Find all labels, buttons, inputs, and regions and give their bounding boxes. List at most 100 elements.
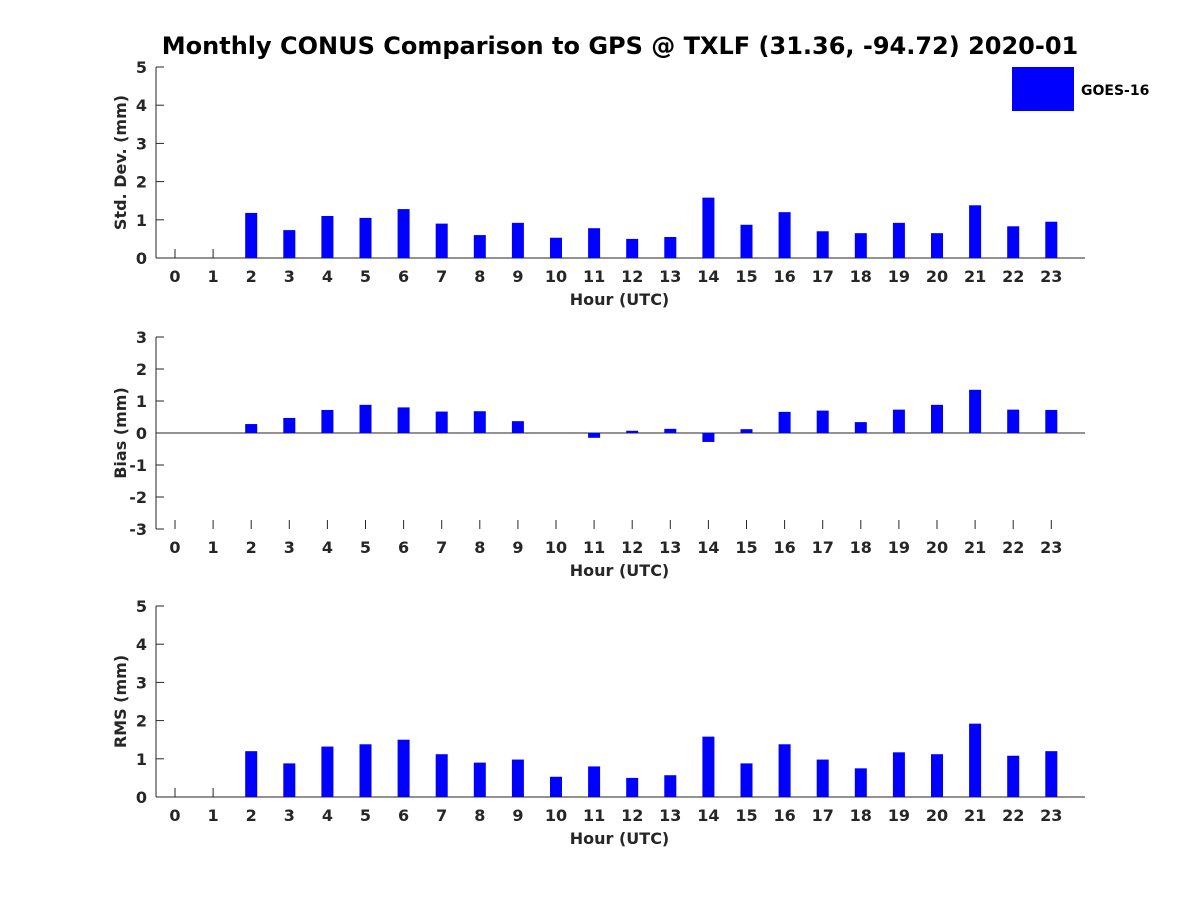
x-tick-label: 12: [621, 538, 643, 557]
bar: [511, 759, 524, 797]
x-tick-label: 11: [583, 538, 605, 557]
bar: [931, 404, 943, 433]
bar: [550, 776, 562, 797]
x-tick-label: 8: [474, 806, 485, 825]
x-tick-label: 14: [697, 806, 719, 825]
bar: [397, 739, 410, 797]
x-tick-label: 7: [436, 267, 447, 286]
x-tick-label: 4: [322, 267, 333, 286]
y-tick-label: 5: [136, 58, 147, 77]
x-tick-label: 1: [208, 538, 219, 557]
x-tick-label: 13: [659, 806, 681, 825]
bar: [892, 222, 905, 258]
x-tick-label: 14: [697, 267, 719, 286]
bar: [854, 768, 867, 797]
bar: [511, 421, 524, 433]
x-tick-label: 13: [659, 538, 681, 557]
x-tick-label: 23: [1040, 267, 1062, 286]
x-tick-label: 8: [474, 267, 485, 286]
bar: [359, 217, 372, 258]
bar: [626, 430, 639, 433]
x-tick-label: 4: [322, 806, 333, 825]
bar: [245, 751, 258, 797]
y-tick-label: -2: [129, 488, 147, 507]
x-tick-label: 6: [398, 267, 409, 286]
bar: [1045, 409, 1058, 433]
y-axis-label: Bias (mm): [111, 387, 130, 479]
y-tick-label: 5: [136, 597, 147, 616]
bar: [473, 235, 486, 258]
bar: [397, 407, 410, 433]
bar: [664, 236, 677, 258]
y-tick-label: 2: [136, 360, 147, 379]
y-tick-label: 3: [136, 134, 147, 153]
bar: [702, 736, 715, 797]
x-tick-label: 17: [812, 806, 834, 825]
bar: [588, 766, 601, 797]
bar: [245, 424, 258, 433]
x-tick-label: 4: [322, 538, 333, 557]
bar: [816, 231, 829, 258]
y-tick-label: 0: [136, 424, 147, 443]
x-tick-label: 9: [512, 267, 523, 286]
x-tick-label: 17: [812, 267, 834, 286]
y-tick-label: 1: [136, 211, 147, 230]
x-tick-label: 20: [926, 267, 948, 286]
bar: [1007, 409, 1020, 433]
bar: [1007, 755, 1020, 797]
chart-title: Monthly CONUS Comparison to GPS @ TXLF (…: [162, 32, 1078, 60]
x-tick-label: 5: [360, 806, 371, 825]
bar: [740, 224, 753, 258]
bar: [359, 744, 372, 797]
y-tick-label: 1: [136, 750, 147, 769]
x-tick-label: 15: [735, 267, 757, 286]
bar: [283, 417, 296, 433]
x-tick-label: 9: [512, 806, 523, 825]
x-tick-label: 16: [773, 806, 795, 825]
bar: [664, 428, 677, 433]
x-tick-label: 18: [850, 267, 872, 286]
bar: [778, 744, 791, 797]
x-tick-label: 7: [436, 806, 447, 825]
x-tick-label: 7: [436, 538, 447, 557]
bar: [626, 238, 639, 258]
bar: [778, 411, 791, 433]
x-tick-label: 22: [1002, 267, 1024, 286]
bar: [359, 404, 372, 433]
x-tick-label: 23: [1040, 538, 1062, 557]
x-tick-label: 2: [246, 806, 257, 825]
x-axis-label: Hour (UTC): [570, 561, 670, 580]
x-tick-label: 9: [512, 538, 523, 557]
x-tick-label: 10: [545, 538, 567, 557]
y-tick-label: 0: [136, 249, 147, 268]
legend-swatch: [1012, 67, 1074, 111]
bar: [740, 763, 753, 797]
x-tick-label: 15: [735, 538, 757, 557]
x-axis-label: Hour (UTC): [570, 290, 670, 309]
x-tick-label: 13: [659, 267, 681, 286]
bar: [321, 746, 334, 797]
x-tick-label: 19: [888, 806, 910, 825]
x-tick-label: 11: [583, 267, 605, 286]
x-tick-label: 23: [1040, 806, 1062, 825]
bar: [435, 754, 448, 797]
x-tick-label: 19: [888, 538, 910, 557]
y-tick-label: -3: [129, 520, 147, 539]
y-tick-label: 1: [136, 392, 147, 411]
x-tick-label: 0: [169, 538, 180, 557]
x-tick-label: 18: [850, 806, 872, 825]
bar: [1007, 226, 1020, 258]
x-tick-label: 5: [360, 267, 371, 286]
bar: [588, 433, 601, 438]
bar: [702, 197, 715, 258]
bar: [854, 233, 867, 258]
bar: [969, 389, 982, 433]
x-tick-label: 14: [697, 538, 719, 557]
x-tick-label: 6: [398, 538, 409, 557]
legend-label: GOES-16: [1081, 83, 1149, 99]
x-tick-label: 12: [621, 267, 643, 286]
bar: [816, 759, 829, 797]
x-tick-label: 0: [169, 267, 180, 286]
